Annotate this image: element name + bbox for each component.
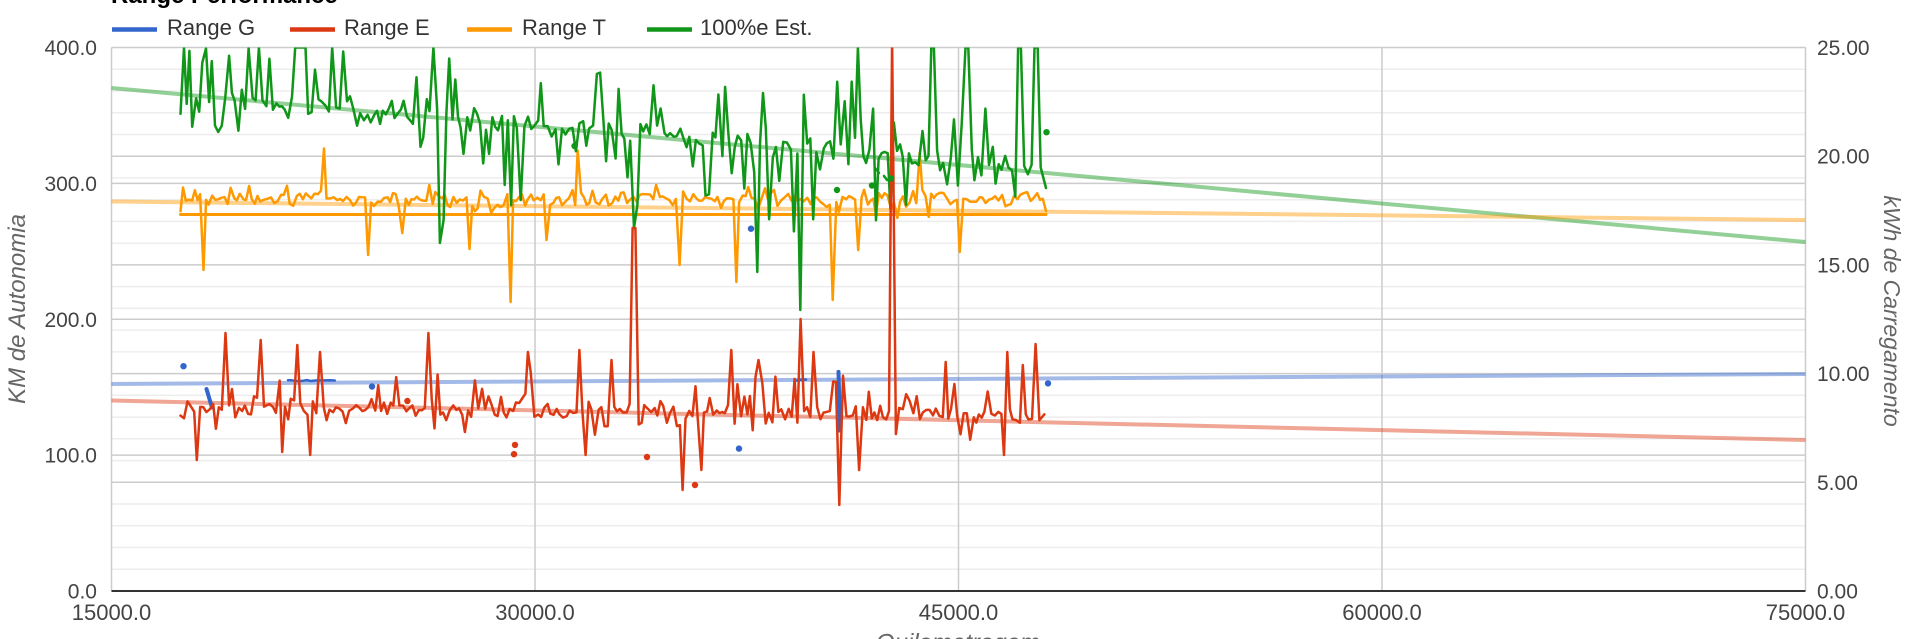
- svg-text:60000.0: 60000.0: [1342, 600, 1422, 625]
- svg-text:300.0: 300.0: [44, 173, 97, 196]
- svg-text:15000.0: 15000.0: [72, 600, 152, 625]
- svg-text:KM de Autonomia: KM de Autonomia: [4, 214, 31, 404]
- svg-text:100%e Est.: 100%e Est.: [700, 15, 813, 40]
- svg-text:0.00: 0.00: [1817, 581, 1858, 604]
- svg-text:75000.0: 75000.0: [1766, 600, 1846, 625]
- svg-text:Range G: Range G: [167, 15, 255, 40]
- svg-text:100.0: 100.0: [44, 445, 97, 468]
- svg-text:20.00: 20.00: [1817, 146, 1870, 169]
- svg-text:Quilometragem: Quilometragem: [876, 630, 1040, 639]
- svg-text:Range Performance: Range Performance: [111, 0, 338, 9]
- svg-text:400.0: 400.0: [44, 37, 97, 60]
- svg-text:200.0: 200.0: [44, 309, 97, 332]
- svg-text:kWh de Carregamento: kWh de Carregamento: [1879, 195, 1905, 427]
- svg-text:15.00: 15.00: [1817, 254, 1870, 277]
- svg-text:30000.0: 30000.0: [495, 600, 575, 625]
- svg-text:10.00: 10.00: [1817, 363, 1870, 386]
- svg-text:5.00: 5.00: [1817, 472, 1858, 495]
- svg-text:45000.0: 45000.0: [919, 600, 999, 625]
- svg-text:0.0: 0.0: [68, 581, 97, 604]
- svg-text:Range E: Range E: [344, 15, 430, 40]
- svg-text:Range T: Range T: [522, 15, 606, 40]
- svg-text:25.00: 25.00: [1817, 37, 1870, 60]
